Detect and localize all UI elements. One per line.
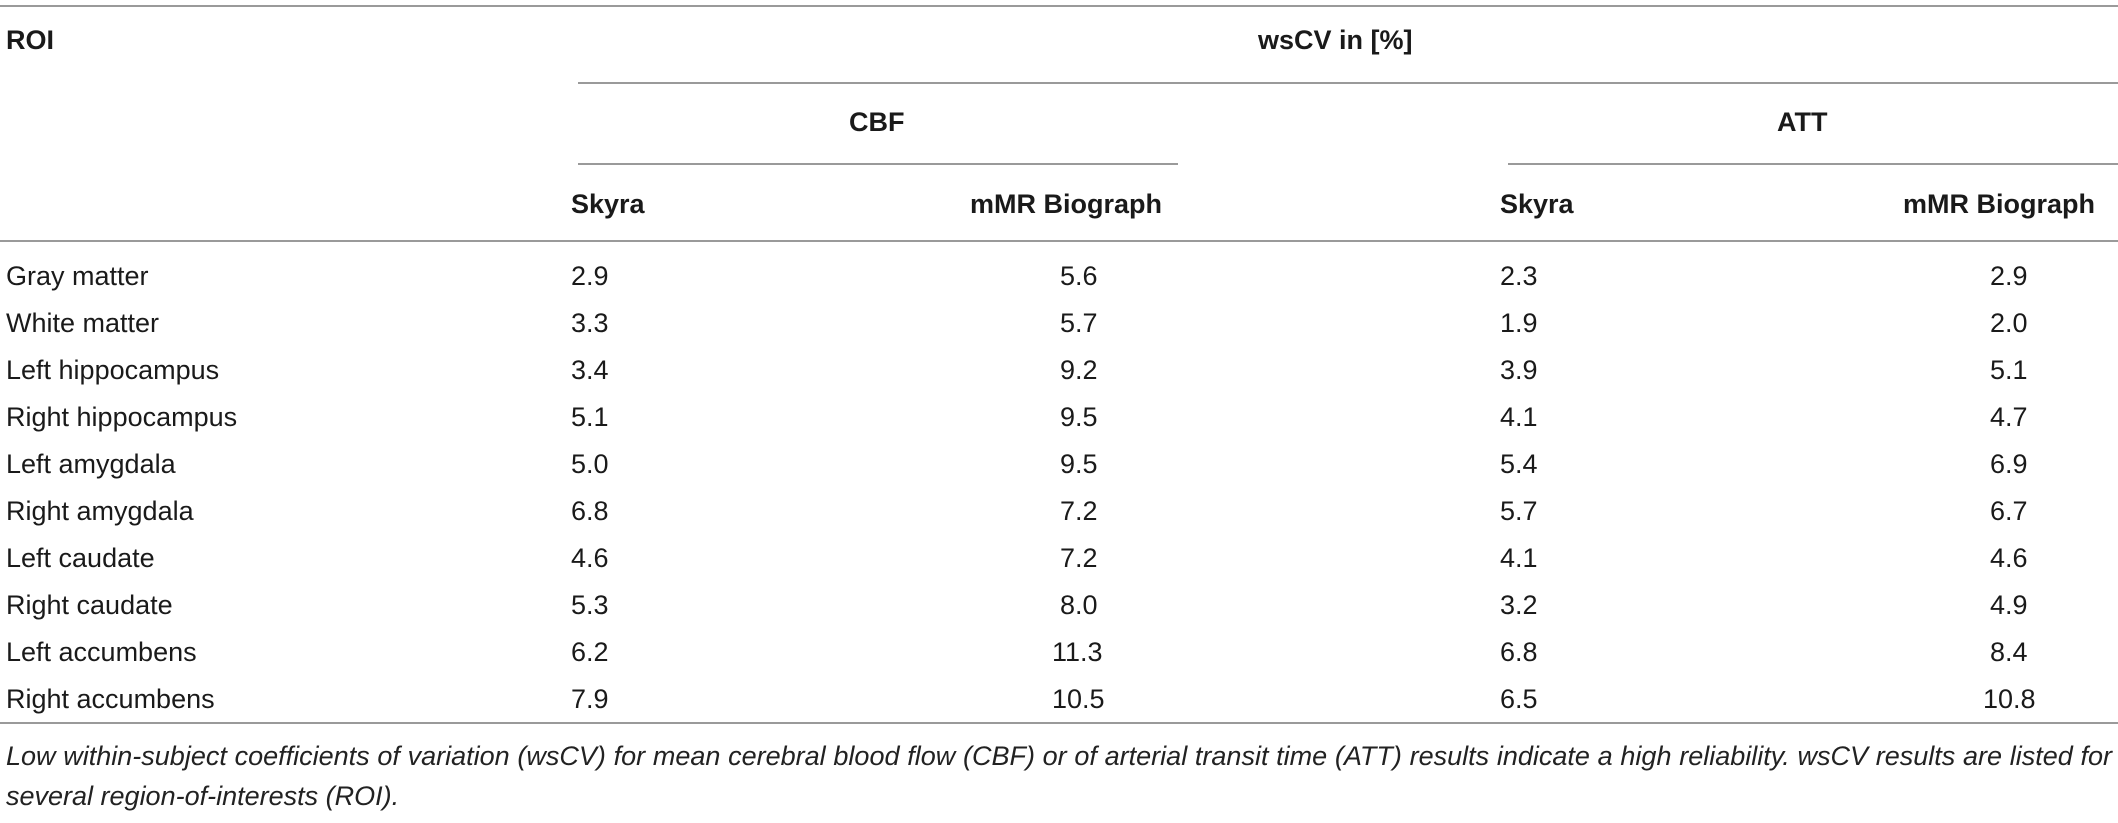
roi-cell: Gray matter (6, 261, 149, 291)
value-cell: 3.2 (1500, 590, 1538, 620)
value-cell: 6.7 (1990, 496, 2028, 526)
roi-cell: White matter (6, 308, 160, 338)
value-cell: 4.9 (1990, 590, 2028, 620)
value-cell: 5.3 (571, 590, 609, 620)
value-cell: 11.3 (1052, 637, 1103, 667)
att-group-header: ATT (1777, 107, 1828, 137)
roi-cell: Left hippocampus (6, 355, 220, 385)
roi-cell: Left accumbens (6, 637, 197, 667)
value-cell: 4.6 (1990, 543, 2028, 573)
value-cell: 1.9 (1500, 308, 1538, 338)
value-cell: 2.9 (571, 261, 609, 291)
cbf-skyra-header: Skyra (571, 189, 645, 219)
value-cell: 2.0 (1990, 308, 2028, 338)
value-cell: 7.2 (1060, 543, 1098, 573)
value-cell: 6.5 (1500, 684, 1538, 714)
value-cell: 8.4 (1990, 637, 2028, 667)
value-cell: 6.8 (1500, 637, 1538, 667)
roi-cell: Right hippocampus (6, 402, 238, 432)
value-cell: 4.1 (1500, 402, 1538, 432)
value-cell: 5.6 (1060, 261, 1098, 291)
table-caption: Low within-subject coefficients of varia… (6, 741, 2112, 811)
cbf-group-header: CBF (849, 107, 905, 137)
roi-cell: Left caudate (6, 543, 155, 573)
value-cell: 4.7 (1990, 402, 2028, 432)
value-cell: 10.5 (1052, 684, 1105, 714)
roi-column-header: ROI (6, 25, 55, 55)
value-cell: 8.0 (1060, 590, 1098, 620)
value-cell: 6.2 (571, 637, 609, 667)
value-cell: 9.5 (1060, 402, 1098, 432)
value-cell: 10.8 (1983, 684, 2036, 714)
value-cell: 7.2 (1060, 496, 1098, 526)
value-cell: 5.0 (571, 449, 609, 479)
value-cell: 5.1 (1990, 355, 2028, 385)
att-mmr-header: mMR Biograph (1903, 189, 2095, 219)
wscv-group-rule (578, 82, 2118, 84)
value-cell: 6.9 (1990, 449, 2028, 479)
value-cell: 7.9 (571, 684, 609, 714)
cbf-group-rule (578, 163, 1178, 165)
wscv-group-header: wsCV in [%] (1258, 25, 1413, 55)
roi-cell: Right caudate (6, 590, 173, 620)
att-skyra-header: Skyra (1500, 189, 1574, 219)
value-cell: 3.4 (571, 355, 609, 385)
value-cell: 9.5 (1060, 449, 1098, 479)
value-cell: 6.8 (571, 496, 609, 526)
table-top-rule (0, 5, 2118, 7)
att-group-rule (1508, 163, 2118, 165)
cbf-mmr-header: mMR Biograph (970, 189, 1162, 219)
value-cell: 9.2 (1060, 355, 1098, 385)
value-cell: 3.9 (1500, 355, 1538, 385)
roi-cell: Left amygdala (6, 449, 176, 479)
value-cell: 2.9 (1990, 261, 2028, 291)
roi-cell: Right amygdala (6, 496, 194, 526)
value-cell: 5.7 (1060, 308, 1098, 338)
table-bottom-rule (0, 722, 2118, 724)
value-cell: 5.4 (1500, 449, 1538, 479)
roi-cell: Right accumbens (6, 684, 215, 714)
value-cell: 4.1 (1500, 543, 1538, 573)
value-cell: 5.1 (571, 402, 609, 432)
value-cell: 2.3 (1500, 261, 1538, 291)
value-cell: 4.6 (571, 543, 609, 573)
value-cell: 5.7 (1500, 496, 1538, 526)
value-cell: 3.3 (571, 308, 609, 338)
header-bottom-rule (0, 240, 2118, 242)
